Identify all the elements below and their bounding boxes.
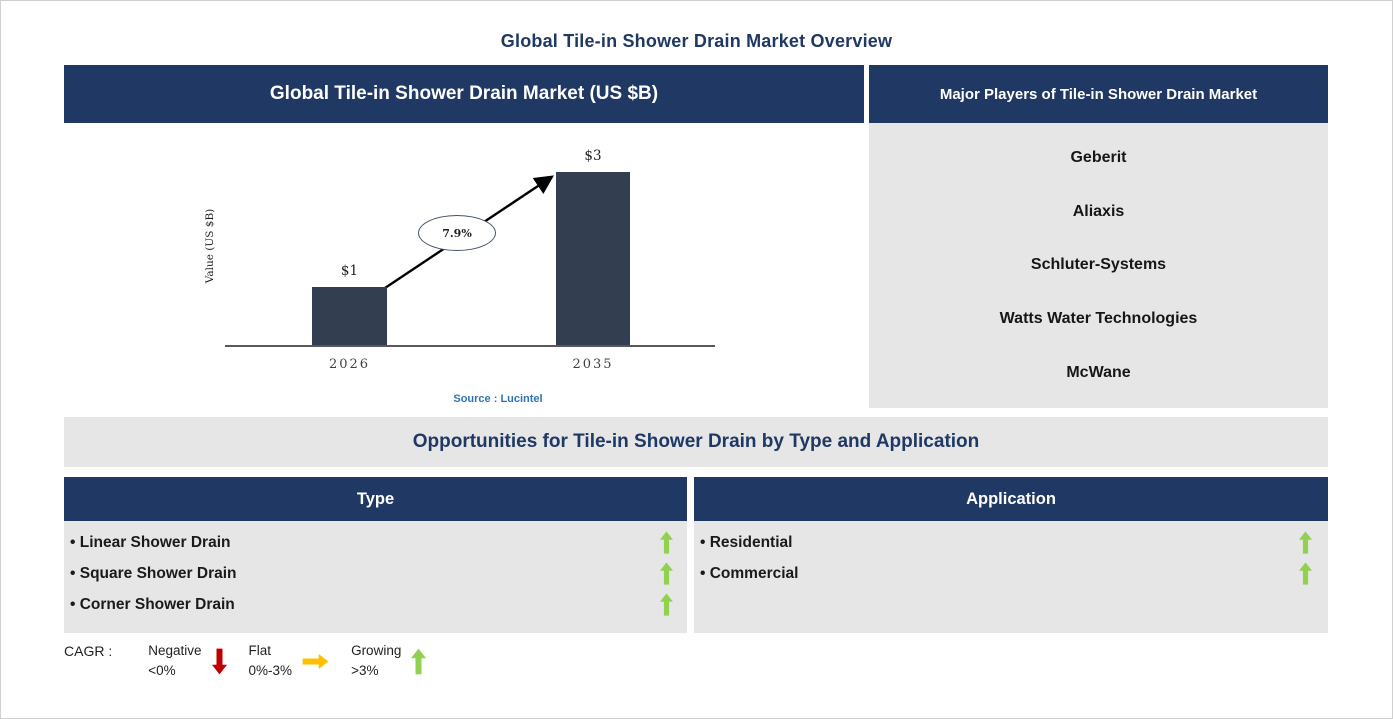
legend-negative-name: Negative [148,643,202,658]
type-item-label: Linear Shower Drain [70,534,231,552]
x-tick-2035: 2035 [572,357,614,372]
player-name: Geberit [1070,148,1127,166]
legend-item-negative: Negative <0% [148,641,227,682]
bar-value-label-2035: $3 [584,148,602,164]
plot-area: $1 $3 7.9% [225,123,715,347]
application-item: Residential [700,527,1312,558]
type-item-label: Corner Shower Drain [70,596,235,614]
player-name: Schluter-Systems [1030,256,1167,274]
type-item: Square Shower Drain [70,558,673,589]
legend-growing-range: >3% [351,663,379,679]
application-item-label: Residential [700,534,793,552]
player-name: Aliaxis [1072,202,1125,220]
type-item: Corner Shower Drain [70,589,673,620]
opportunities-banner: Opportunities for Tile-in Shower Drain b… [64,417,1328,467]
application-list: Residential Commercial [694,521,1328,633]
growing-up-arrow-icon [411,648,427,675]
legend-flat-name: Flat [248,643,272,658]
legend-flat-range: 0%-3% [248,663,293,679]
bar-2035 [556,172,630,345]
flat-right-arrow-icon [302,653,329,669]
legend-negative-range: <0% [148,663,176,679]
players-panel-header: Major Players of Tile-in Shower Drain Ma… [869,65,1328,123]
type-item-label: Square Shower Drain [70,565,237,583]
source-note: Source : Lucintel [453,393,543,405]
legend-label: CAGR : [64,643,113,659]
y-axis-label: Value (US $B) [204,208,216,284]
cagr-annotation: 7.9% [418,215,496,251]
growing-up-arrow-icon [660,562,673,585]
player-name: McWane [1066,364,1131,382]
growing-up-arrow-icon [660,593,673,616]
cagr-legend: CAGR : Negative <0% Flat 0%-3% Growing >… [64,641,448,682]
bar-2026 [312,287,387,345]
chart-panel-header: Global Tile-in Shower Drain Market (US $… [64,65,864,123]
growing-up-arrow-icon [660,531,673,554]
market-bar-chart: Value (US $B) $1 $3 7.9% [64,123,864,417]
players-list: Geberit Aliaxis Schluter-Systems Watts W… [869,123,1328,408]
player-name: Watts Water Technologies [999,310,1198,328]
type-header: Type [64,477,687,521]
application-header: Application [694,477,1328,521]
negative-down-arrow-icon [211,648,227,675]
growing-up-arrow-icon [1299,562,1312,585]
bar-group-2035: $3 [556,123,630,345]
cagr-annotation-value: 7.9% [442,226,472,240]
type-list: Linear Shower Drain Square Shower Drain … [64,521,687,633]
x-tick-2026: 2026 [328,357,371,372]
type-item: Linear Shower Drain [70,527,673,558]
bar-group-2026: $1 [312,123,387,345]
page-title: Global Tile-in Shower Drain Market Overv… [500,31,893,51]
growing-up-arrow-icon [1299,531,1312,554]
bar-value-label-2026: $1 [340,263,359,279]
legend-growing-name: Growing [351,643,402,658]
application-item: Commercial [700,558,1312,589]
legend-item-flat: Flat 0%-3% [249,641,330,682]
application-item-label: Commercial [700,565,799,583]
legend-item-growing: Growing >3% [351,641,427,682]
